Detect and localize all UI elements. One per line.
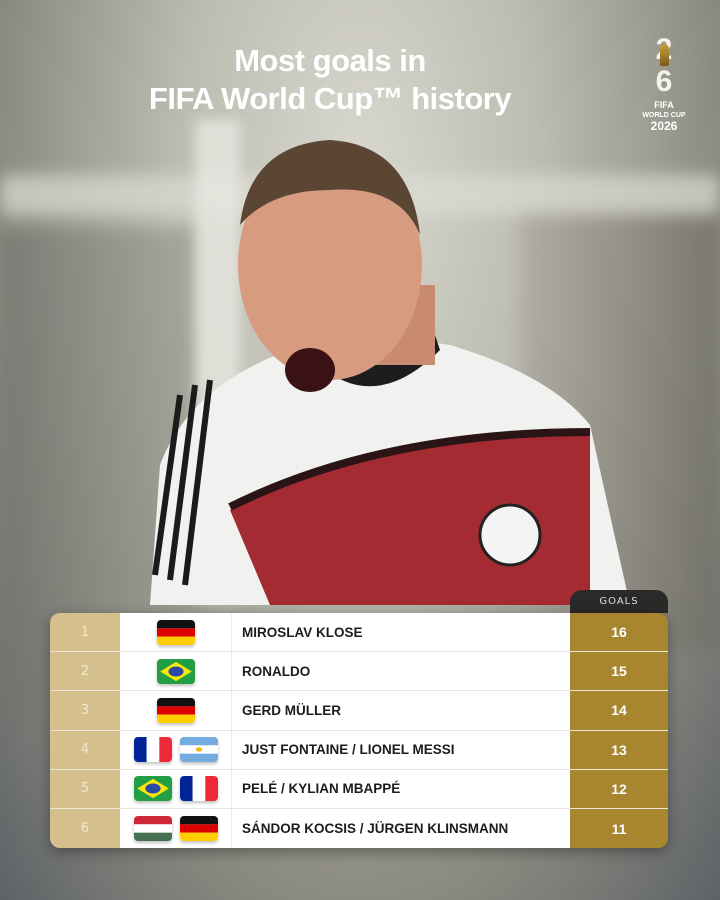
table-row: 1 MIROSLAV KLOSE 16 (50, 613, 668, 653)
flag-brazil-icon (156, 658, 195, 684)
flags-cell (120, 769, 232, 808)
goals-cell: 11 (570, 808, 668, 848)
world-cup-2026-logo: 26 FIFA WORLD CUP 2026 (640, 34, 688, 133)
rank-cell: 3 (50, 691, 120, 730)
flags-cell (120, 808, 232, 848)
goals-column-header: GOALS (570, 590, 668, 613)
flag-germany-icon (179, 816, 218, 842)
goals-cell: 13 (570, 730, 668, 769)
flags-cell (120, 613, 232, 652)
table-row: 3 GERD MÜLLER 14 (50, 691, 668, 731)
flag-france-icon (133, 737, 172, 763)
flag-germany-icon (156, 619, 195, 645)
table-row: 6 SÁNDOR KOCSIS / JÜRGEN KLINSMANN 11 (50, 808, 668, 848)
goals-cell: 14 (570, 691, 668, 730)
rank-cell: 5 (50, 769, 120, 808)
player-name-cell: PELÉ / KYLIAN MBAPPÉ (232, 769, 570, 808)
headline: Most goals in FIFA World Cup™ history (0, 42, 660, 118)
table-row: 2 RONALDO 15 (50, 652, 668, 692)
player-photo (150, 140, 630, 605)
rank-cell: 4 (50, 730, 120, 769)
goals-cell: 12 (570, 769, 668, 808)
rank-cell: 1 (50, 613, 120, 652)
flags-cell (120, 691, 232, 730)
player-name-cell: MIROSLAV KLOSE (232, 613, 570, 652)
goals-cell: 16 (570, 613, 668, 652)
goals-cell: 15 (570, 652, 668, 691)
rank-cell: 6 (50, 808, 120, 848)
headline-line-2: FIFA World Cup™ history (148, 81, 512, 116)
player-name-cell: GERD MÜLLER (232, 691, 570, 730)
headline-line-1: Most goals in (234, 43, 426, 78)
flags-cell (120, 730, 232, 769)
flag-germany-icon (156, 697, 195, 723)
flag-hungary-icon (133, 816, 172, 842)
trophy-icon (660, 44, 669, 66)
flags-cell (120, 652, 232, 691)
rank-cell: 2 (50, 652, 120, 691)
top-scorers-table: 1 MIROSLAV KLOSE 16 2 RONALDO 15 3 GERD MÜ… (50, 613, 668, 848)
player-name-cell: JUST FONTAINE / LIONEL MESSI (232, 730, 570, 769)
flag-argentina-icon (179, 737, 218, 763)
player-name-cell: SÁNDOR KOCSIS / JÜRGEN KLINSMANN (232, 808, 570, 848)
table-row: 4 JUST FONTAINE / LIONEL MESSI 13 (50, 730, 668, 770)
table-row: 5 PELÉ / KYLIAN MBAPPÉ 12 (50, 769, 668, 809)
player-name-cell: RONALDO (232, 652, 570, 691)
flag-france-icon (179, 776, 218, 802)
flag-brazil-icon (133, 776, 172, 802)
